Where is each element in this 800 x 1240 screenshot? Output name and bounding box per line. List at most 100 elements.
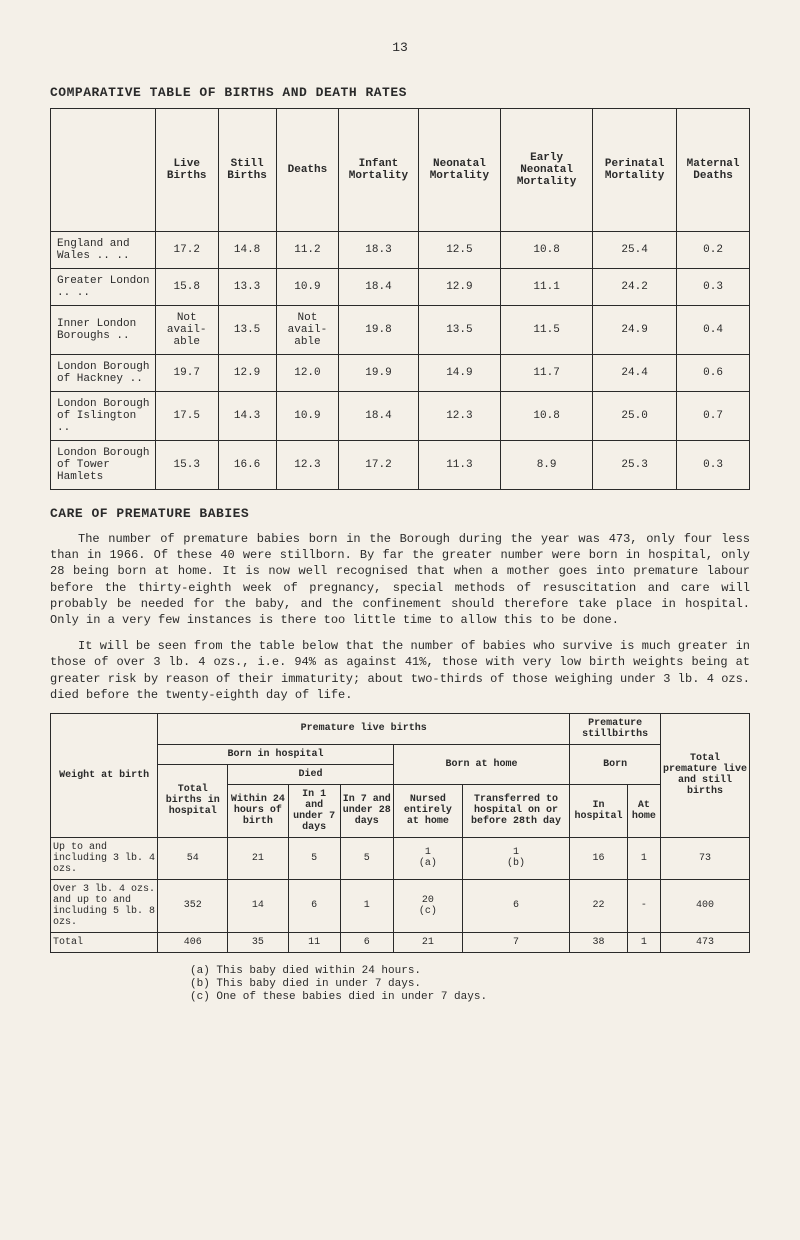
col-header: Born [570,744,661,784]
table-cell: 25.3 [593,441,677,490]
table-cell: 18.4 [339,392,418,441]
table-cell: 12.3 [418,392,501,441]
col-header: At home [627,784,660,837]
table-cell: 22 [570,879,628,932]
table-cell: 25.4 [593,232,677,269]
footnotes: (a) This baby died within 24 hours. (b) … [50,965,750,1003]
table-cell: London Borough of Tower Hamlets [51,441,156,490]
footnote-b: (b) This baby died in under 7 days. [190,978,750,990]
table-cell: 12.9 [418,269,501,306]
table-cell: 0.3 [677,269,750,306]
table-cell: London Borough of Hackney .. [51,355,156,392]
col-header: Premature live births [158,713,570,744]
table-cell: 5 [340,837,393,879]
table-cell: 15.8 [155,269,218,306]
col-header: Deaths [276,109,339,232]
table-cell: 12.0 [276,355,339,392]
table-cell: Total [51,932,158,952]
table-cell: 24.9 [593,306,677,355]
table-cell: 0.3 [677,441,750,490]
table-cell: 11.1 [501,269,593,306]
table-cell: 14.9 [418,355,501,392]
table-cell: 11.7 [501,355,593,392]
footnote-a: (a) This baby died within 24 hours. [190,965,750,977]
table-cell: 54 [158,837,228,879]
col-header: Still Births [218,109,276,232]
table-row: England and Wales .. ..17.214.811.218.31… [51,232,750,269]
table-cell: 20 (c) [393,879,462,932]
table-cell: 1 [627,837,660,879]
table-cell: 6 [288,879,340,932]
col-header: Infant Mortality [339,109,418,232]
table-cell: 19.9 [339,355,418,392]
table-cell: 1 [340,879,393,932]
table-cell: 38 [570,932,628,952]
table-cell: 12.9 [218,355,276,392]
table-cell: 10.8 [501,392,593,441]
table-cell: 17.2 [339,441,418,490]
table-cell: 0.6 [677,355,750,392]
table-cell: 406 [158,932,228,952]
table-cell: 8.9 [501,441,593,490]
col-header: Weight at birth [51,713,158,837]
table-cell: 16.6 [218,441,276,490]
table-cell: 13.5 [218,306,276,355]
table-row: Weight at birth Premature live births Pr… [51,713,750,744]
col-header: Died [228,764,394,784]
table-cell: Up to and including 3 lb. 4 ozs. [51,837,158,879]
table-row: Total40635116217381473 [51,932,750,952]
table-cell: Over 3 lb. 4 ozs. and up to and includin… [51,879,158,932]
table-cell: 25.0 [593,392,677,441]
table-cell: 11.3 [418,441,501,490]
table-cell: 0.7 [677,392,750,441]
table-cell: 0.2 [677,232,750,269]
col-header: In 1 and under 7 days [288,784,340,837]
table-cell: 1 [627,932,660,952]
table-cell: 14.3 [218,392,276,441]
col-header: Premature stillbirths [570,713,661,744]
table-cell: 352 [158,879,228,932]
paragraph: It will be seen from the table below tha… [50,638,750,703]
table-cell: 1 (b) [462,837,569,879]
page-number: 13 [50,40,750,55]
table-cell: 400 [660,879,749,932]
col-header: Transferred to hospital on or before 28t… [462,784,569,837]
table-cell: 10.9 [276,269,339,306]
footnote-c: (c) One of these babies died in under 7 … [190,991,750,1003]
table-cell: 0.4 [677,306,750,355]
table-cell: 24.4 [593,355,677,392]
table-cell: 7 [462,932,569,952]
table-cell: England and Wales .. .. [51,232,156,269]
table-cell: 14.8 [218,232,276,269]
table-row: Over 3 lb. 4 ozs. and up to and includin… [51,879,750,932]
col-header: Total premature live and still births [660,713,749,837]
table-row: Live Births Still Births Deaths Infant M… [51,109,750,232]
col-header: Born in hospital [158,744,394,764]
title-care-premature: CARE OF PREMATURE BABIES [50,506,750,521]
table-cell: 473 [660,932,749,952]
col-header: Total births in hospital [158,764,228,837]
table-cell: 73 [660,837,749,879]
table-cell: 14 [228,879,288,932]
table-cell: 11 [288,932,340,952]
table-cell: 19.8 [339,306,418,355]
table-cell: 19.7 [155,355,218,392]
table-cell: 5 [288,837,340,879]
table-cell: 16 [570,837,628,879]
table-cell: Not avail- able [276,306,339,355]
table-cell: London Borough of Islington .. [51,392,156,441]
table-cell: 6 [340,932,393,952]
table-cell: 18.3 [339,232,418,269]
table-cell: 17.2 [155,232,218,269]
table-row: London Borough of Tower Hamlets15.316.61… [51,441,750,490]
table-row: London Borough of Islington ..17.514.310… [51,392,750,441]
table-cell: 21 [228,837,288,879]
table-cell: 35 [228,932,288,952]
table-row: Up to and including 3 lb. 4 ozs.5421551 … [51,837,750,879]
paragraph: The number of premature babies born in t… [50,531,750,628]
table-cell: 21 [393,932,462,952]
table-row: London Borough of Hackney ..19.712.912.0… [51,355,750,392]
table-row: Inner London Boroughs ..Not avail- able1… [51,306,750,355]
table-row: Greater London .. ..15.813.310.918.412.9… [51,269,750,306]
table-cell: 24.2 [593,269,677,306]
